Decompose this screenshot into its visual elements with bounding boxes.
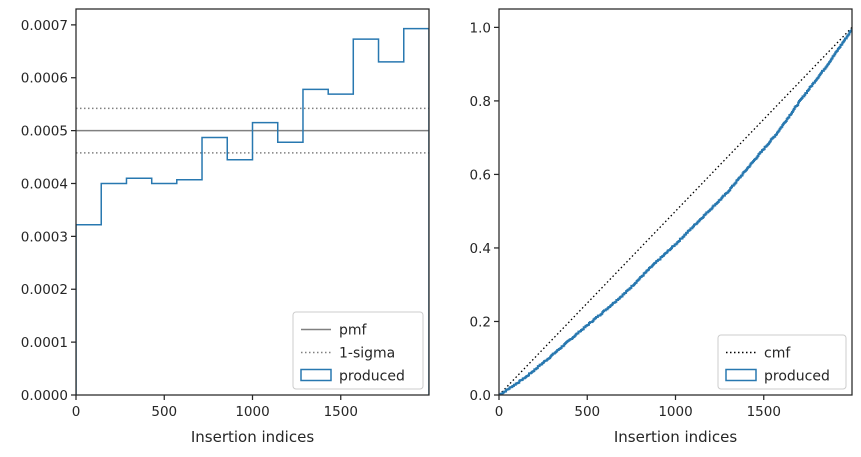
x-tick-label: 1500 bbox=[747, 404, 781, 420]
plot-area bbox=[76, 27, 429, 395]
legend-label: pmf bbox=[339, 323, 368, 339]
x-tick-label: 500 bbox=[151, 404, 177, 420]
legend-label: 1-sigma bbox=[339, 346, 395, 362]
legend-box bbox=[717, 334, 847, 390]
x-tick-label: 500 bbox=[574, 404, 600, 420]
legend-swatch-produced bbox=[725, 368, 757, 382]
x-tick-label: 0 bbox=[72, 404, 81, 420]
y-tick-label: 0.0001 bbox=[21, 335, 68, 351]
y-tick-label: 0.4 bbox=[470, 241, 491, 257]
y-tick-label: 0.0004 bbox=[21, 176, 68, 192]
x-tick-label: 1000 bbox=[235, 404, 269, 420]
plot-area bbox=[499, 26, 852, 395]
y-tick-label: 0.0007 bbox=[21, 18, 68, 34]
x-axis-label: Insertion indices bbox=[191, 428, 314, 446]
cmf-line bbox=[499, 26, 852, 395]
legend-label: produced bbox=[764, 369, 830, 385]
produced-histogram-step bbox=[76, 27, 429, 395]
y-tick-label: 0.0005 bbox=[21, 124, 68, 140]
y-tick-label: 0.0 bbox=[470, 388, 491, 404]
y-tick-label: 0.6 bbox=[470, 167, 491, 183]
x-tick-label: 0 bbox=[495, 404, 504, 420]
y-tick-label: 0.0006 bbox=[21, 71, 68, 87]
y-tick-label: 0.2 bbox=[470, 314, 491, 330]
y-tick-label: 0.0000 bbox=[21, 388, 68, 404]
legend-swatch-produced bbox=[300, 368, 332, 382]
produced-cumulative-curve bbox=[499, 28, 852, 395]
y-tick-label: 0.0002 bbox=[21, 282, 68, 298]
x-axis-label: Insertion indices bbox=[614, 428, 737, 446]
legend-label: cmf bbox=[764, 346, 791, 362]
legend: cmf produced bbox=[717, 334, 847, 390]
x-tick-label: 1500 bbox=[324, 404, 358, 420]
legend: pmf 1-sigma produced bbox=[292, 311, 424, 390]
histogram-panel: 0 500 1000 1500 0.0000 0.0001 0.0002 0.0003 0.00… bbox=[21, 8, 430, 446]
y-tick-label: 1.0 bbox=[470, 20, 491, 36]
cumulative-panel: 0 500 1000 1500 0.0 0.2 0.4 0.6 0.8 1.0 Insertion … bbox=[470, 8, 853, 446]
legend-label: produced bbox=[339, 369, 405, 385]
x-tick-label: 1000 bbox=[658, 404, 692, 420]
y-tick-label: 0.0003 bbox=[21, 229, 68, 245]
y-tick-label: 0.8 bbox=[470, 94, 491, 110]
